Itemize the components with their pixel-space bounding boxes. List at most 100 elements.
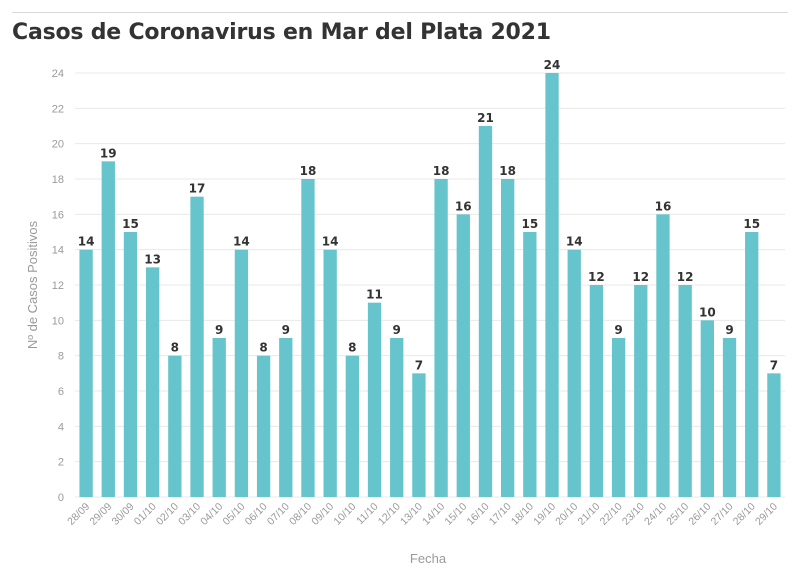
bar [212,338,226,497]
data-label: 10 [699,305,716,319]
bar [345,355,359,497]
x-tick-label: 26/10 [686,501,713,528]
data-label: 18 [433,164,450,178]
y-tick-label: 10 [52,315,64,327]
data-label: 14 [566,235,583,249]
x-tick-label: 24/10 [642,501,669,528]
x-tick-label: 29/09 [87,501,114,528]
bar [656,214,670,498]
y-tick-label: 20 [52,139,64,151]
data-labels: 14 19 15 13 8 17 9 14 8 9 18 14 8 11 9 7 18 16 21 18 15 24 14 1… [78,58,778,372]
data-label: 8 [259,341,267,355]
x-tick-label: 28/10 [731,501,758,528]
x-tick-label: 23/10 [620,501,647,528]
data-label: 8 [348,341,356,355]
y-tick-label: 14 [52,245,64,257]
bar [323,249,337,497]
bar [101,161,115,498]
data-label: 9 [725,323,733,337]
chart-title: Casos de Coronavirus en Mar del Plata 20… [12,20,551,45]
data-label: 15 [521,217,538,231]
y-tick-label: 6 [58,386,64,398]
x-axis-ticks: 28/0929/0930/0901/1002/1003/1004/1005/10… [65,501,780,528]
data-label: 12 [632,270,649,284]
data-label: 14 [78,235,95,249]
bar [501,179,515,497]
x-tick-label: 17/10 [487,501,514,528]
data-label: 19 [100,146,117,160]
x-tick-label: 29/10 [753,501,780,528]
bar [234,249,249,497]
x-tick-label: 10/10 [331,501,358,528]
data-label: 14 [233,235,250,249]
data-label: 13 [144,252,161,266]
x-tick-label: 06/10 [243,501,270,528]
x-tick-label: 02/10 [154,501,181,528]
data-label: 14 [322,235,339,249]
x-tick-label: 14/10 [420,501,447,528]
data-label: 9 [215,323,223,337]
y-tick-label: 18 [52,174,64,186]
bar [567,249,581,497]
data-label: 9 [614,323,622,337]
y-tick-label: 16 [52,209,64,221]
data-label: 9 [282,323,290,337]
x-tick-label: 13/10 [398,501,425,528]
data-label: 15 [743,217,760,231]
data-label: 12 [588,270,605,284]
bar [589,285,604,497]
bar [700,320,714,497]
x-tick-label: 30/09 [110,501,137,528]
bar [611,338,626,497]
bar [367,302,382,497]
y-tick-label: 22 [52,103,64,115]
data-label: 12 [677,270,694,284]
data-label: 8 [171,341,179,355]
x-tick-label: 09/10 [309,501,336,528]
data-label: 7 [770,358,778,372]
data-label: 7 [415,358,423,372]
x-tick-label: 15/10 [442,501,469,528]
bar [168,355,182,497]
x-axis-title: Fecha [410,551,447,566]
data-label: 18 [300,164,317,178]
x-tick-label: 03/10 [176,501,203,528]
x-tick-label: 07/10 [265,501,292,528]
top-divider [12,12,788,13]
y-axis-title: Nº de Casos Positivos [25,220,40,349]
bar [434,179,448,497]
bar [123,232,138,497]
x-tick-label: 04/10 [198,501,225,528]
data-label: 11 [366,288,383,302]
data-label: 18 [499,164,516,178]
bar [722,338,737,497]
bar [190,196,204,497]
bars [79,73,781,498]
bar [256,355,271,497]
data-label: 17 [189,182,206,196]
data-label: 24 [544,58,561,72]
bar [301,179,315,497]
x-tick-label: 22/10 [598,501,625,528]
bar [412,373,426,497]
x-tick-label: 27/10 [709,501,736,528]
data-label: 15 [122,217,139,231]
y-tick-label: 8 [58,351,64,363]
bar [678,285,692,497]
x-tick-label: 05/10 [220,501,247,528]
bar [390,338,404,497]
bar [279,338,293,497]
x-tick-label: 08/10 [287,501,314,528]
bar [79,249,93,497]
x-tick-label: 11/10 [354,501,381,528]
data-label: 16 [455,199,472,213]
data-label: 9 [393,323,401,337]
bar [523,232,537,497]
x-tick-label: 20/10 [553,501,580,528]
bar [545,73,559,497]
x-tick-label: 25/10 [664,501,691,528]
y-tick-label: 2 [58,457,64,469]
x-tick-label: 19/10 [531,501,558,528]
bar [745,232,759,497]
data-label: 21 [477,111,494,125]
